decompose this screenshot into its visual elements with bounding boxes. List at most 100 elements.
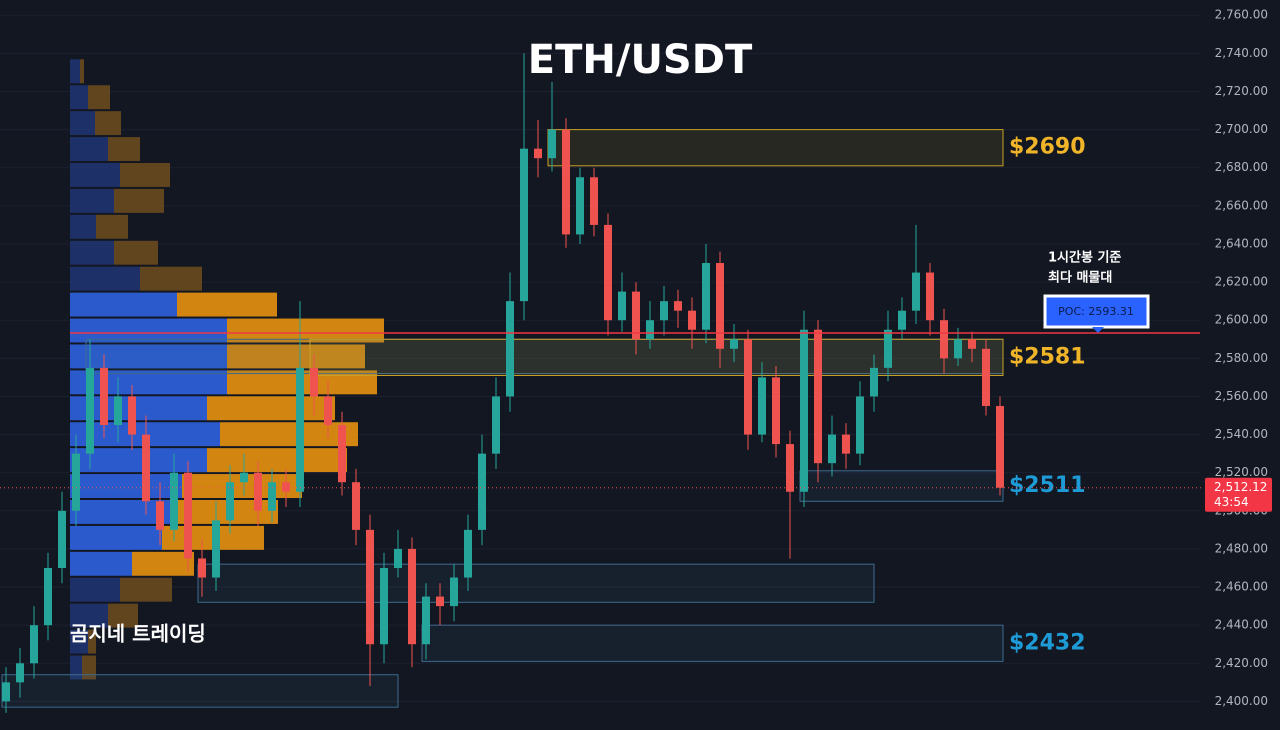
candle-body	[450, 577, 458, 607]
profile-up	[70, 85, 88, 110]
candle-body	[86, 367, 94, 454]
candle-body	[44, 567, 52, 626]
candles	[2, 53, 1004, 713]
candle-body	[226, 482, 234, 521]
profile-down	[96, 214, 128, 239]
profile-down	[82, 655, 96, 680]
candle-body	[408, 548, 416, 645]
y-tick-label: 2,560.00	[1215, 389, 1268, 403]
poc-label: POC: 2593.31	[1058, 305, 1134, 318]
candle-body	[828, 434, 836, 464]
candle-body	[590, 177, 598, 225]
candle-body	[254, 472, 262, 511]
y-tick-label: 2,660.00	[1215, 198, 1268, 212]
profile-up	[70, 188, 114, 213]
y-tick-label: 2,740.00	[1215, 46, 1268, 60]
profile-up	[70, 163, 120, 187]
candle-body	[702, 263, 710, 330]
profile-up	[70, 474, 182, 498]
profile-up	[70, 292, 177, 317]
countdown: 43:54	[1214, 495, 1249, 509]
candle-body	[842, 434, 850, 454]
candle-body	[744, 339, 752, 435]
y-tick-label: 2,400.00	[1215, 694, 1268, 708]
candle-body	[212, 520, 220, 578]
candle-body	[856, 396, 864, 454]
candle-body	[772, 377, 780, 445]
profile-down	[227, 318, 384, 343]
candle-body	[198, 558, 206, 578]
candle-body	[156, 501, 164, 530]
profile-down	[220, 422, 358, 447]
y-tick-label: 2,700.00	[1215, 122, 1268, 136]
zone-label: $2581	[1009, 344, 1086, 369]
profile-down	[108, 603, 138, 628]
profile-up	[70, 525, 162, 550]
annotation: 1시간봉 기준	[1048, 250, 1121, 266]
profile-down	[95, 111, 121, 136]
watermark: 곰지네 트레이딩	[70, 622, 206, 646]
profile-up	[70, 266, 140, 291]
candle-body	[562, 129, 570, 235]
profile-up	[70, 603, 108, 628]
y-tick-label: 2,420.00	[1215, 656, 1268, 670]
candle-body	[282, 482, 290, 492]
candle-body	[688, 310, 696, 330]
profile-up	[70, 577, 120, 602]
profile-down	[80, 59, 84, 84]
y-tick-label: 2,640.00	[1215, 236, 1268, 250]
candle-body	[100, 367, 108, 426]
candle-body	[996, 405, 1004, 488]
candle-body	[870, 367, 878, 397]
candle-body	[2, 682, 10, 702]
candle-body	[436, 596, 444, 607]
candle-body	[716, 263, 724, 349]
zone-label: $2690	[1009, 135, 1086, 160]
candle-body	[464, 529, 472, 578]
y-tick-label: 2,460.00	[1215, 580, 1268, 594]
y-tick-label: 2,620.00	[1215, 275, 1268, 289]
profile-up	[70, 59, 80, 84]
candle-body	[520, 148, 528, 302]
candle-body	[366, 529, 374, 645]
annotation: 최다 매물대	[1048, 270, 1112, 286]
candle-body	[268, 482, 276, 511]
candle-body	[114, 396, 122, 426]
zone	[421, 624, 1004, 662]
candle-body	[16, 663, 24, 683]
candle-body	[604, 224, 612, 321]
profile-down	[120, 577, 172, 602]
y-tick-label: 2,440.00	[1215, 618, 1268, 632]
profile-down	[88, 629, 96, 654]
candle-body	[940, 320, 948, 359]
candle-body	[352, 482, 360, 530]
profile-down	[170, 499, 278, 524]
candle-body	[394, 548, 402, 568]
y-tick-label: 2,480.00	[1215, 541, 1268, 555]
profile-up	[70, 137, 108, 162]
zone	[197, 563, 875, 603]
candle-body	[632, 291, 640, 340]
candle-body	[576, 177, 584, 235]
candle-body	[884, 329, 892, 368]
profile-up	[70, 240, 114, 265]
candle-body	[660, 301, 668, 321]
profile-up	[70, 499, 170, 524]
zone-label: $2432	[1009, 630, 1086, 655]
zone-label: $2511	[1009, 473, 1086, 498]
candle-body	[534, 148, 542, 159]
y-tick-label: 2,760.00	[1215, 8, 1268, 22]
profile-down	[207, 396, 335, 421]
y-tick-label: 2,540.00	[1215, 427, 1268, 441]
zone	[547, 129, 1004, 167]
profile-up	[70, 111, 95, 136]
candle-body	[982, 348, 990, 406]
candle-body	[170, 472, 178, 530]
candle-body	[548, 129, 556, 159]
candle-body	[296, 367, 304, 492]
candle-body	[240, 472, 248, 483]
profile-down	[207, 448, 347, 473]
